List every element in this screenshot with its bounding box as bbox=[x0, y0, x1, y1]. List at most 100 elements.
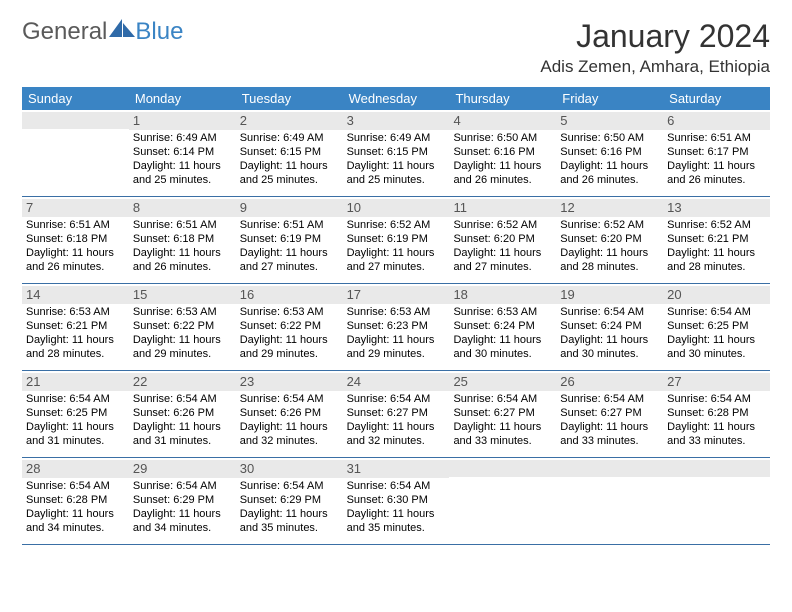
day-number: 13 bbox=[663, 199, 770, 217]
day-number: 28 bbox=[22, 460, 129, 478]
sunrise-line: Sunrise: 6:53 AM bbox=[240, 306, 339, 320]
sunset-line: Sunset: 6:16 PM bbox=[453, 146, 552, 160]
dow-monday: Monday bbox=[129, 87, 236, 110]
sunset-line: Sunset: 6:29 PM bbox=[133, 494, 232, 508]
daylight-line: Daylight: 11 hours and 27 minutes. bbox=[453, 247, 552, 275]
day-cell: 13Sunrise: 6:52 AMSunset: 6:21 PMDayligh… bbox=[663, 197, 770, 283]
daylight-line: Daylight: 11 hours and 27 minutes. bbox=[347, 247, 446, 275]
day-number: 31 bbox=[343, 460, 450, 478]
sunrise-line: Sunrise: 6:54 AM bbox=[26, 480, 125, 494]
sunset-line: Sunset: 6:24 PM bbox=[453, 320, 552, 334]
sunrise-line: Sunrise: 6:54 AM bbox=[133, 393, 232, 407]
page-subtitle: Adis Zemen, Amhara, Ethiopia bbox=[540, 57, 770, 77]
day-cell: 25Sunrise: 6:54 AMSunset: 6:27 PMDayligh… bbox=[449, 371, 556, 457]
daylight-line: Daylight: 11 hours and 28 minutes. bbox=[26, 334, 125, 362]
day-number: 5 bbox=[556, 112, 663, 130]
sunset-line: Sunset: 6:19 PM bbox=[240, 233, 339, 247]
sunrise-line: Sunrise: 6:52 AM bbox=[347, 219, 446, 233]
day-number: 9 bbox=[236, 199, 343, 217]
daylight-line: Daylight: 11 hours and 29 minutes. bbox=[347, 334, 446, 362]
day-number bbox=[22, 112, 129, 129]
sunset-line: Sunset: 6:15 PM bbox=[240, 146, 339, 160]
sunset-line: Sunset: 6:21 PM bbox=[26, 320, 125, 334]
sunset-line: Sunset: 6:17 PM bbox=[667, 146, 766, 160]
sunset-line: Sunset: 6:22 PM bbox=[240, 320, 339, 334]
day-number bbox=[663, 460, 770, 477]
weeks-container: 1Sunrise: 6:49 AMSunset: 6:14 PMDaylight… bbox=[22, 110, 770, 545]
header: General Blue January 2024 Adis Zemen, Am… bbox=[22, 18, 770, 77]
daylight-line: Daylight: 11 hours and 28 minutes. bbox=[560, 247, 659, 275]
day-cell: 7Sunrise: 6:51 AMSunset: 6:18 PMDaylight… bbox=[22, 197, 129, 283]
day-number bbox=[556, 460, 663, 477]
day-number: 2 bbox=[236, 112, 343, 130]
day-cell: 20 Sunrise: 6:54 AMSunset: 6:25 PMDayligh… bbox=[663, 284, 770, 370]
day-cell: 6Sunrise: 6:51 AMSunset: 6:17 PMDaylight… bbox=[663, 110, 770, 196]
sunset-line: Sunset: 6:26 PM bbox=[240, 407, 339, 421]
brand-logo: General Blue bbox=[22, 18, 183, 46]
day-cell: 9Sunrise: 6:51 AMSunset: 6:19 PMDaylight… bbox=[236, 197, 343, 283]
page-title: January 2024 bbox=[540, 18, 770, 55]
daylight-line: Daylight: 11 hours and 25 minutes. bbox=[133, 160, 232, 188]
sunset-line: Sunset: 6:27 PM bbox=[560, 407, 659, 421]
sunrise-line: Sunrise: 6:54 AM bbox=[133, 480, 232, 494]
day-cell: 2Sunrise: 6:49 AMSunset: 6:15 PMDaylight… bbox=[236, 110, 343, 196]
sunrise-line: Sunrise: 6:51 AM bbox=[26, 219, 125, 233]
sunrise-line: Sunrise: 6:54 AM bbox=[240, 480, 339, 494]
day-number: 4 bbox=[449, 112, 556, 130]
day-cell: 16Sunrise: 6:53 AMSunset: 6:22 PMDayligh… bbox=[236, 284, 343, 370]
day-number: 21 bbox=[22, 373, 129, 391]
daylight-line: Daylight: 11 hours and 29 minutes. bbox=[240, 334, 339, 362]
daylight-line: Daylight: 11 hours and 32 minutes. bbox=[347, 421, 446, 449]
daylight-line: Daylight: 11 hours and 31 minutes. bbox=[133, 421, 232, 449]
day-cell bbox=[22, 110, 129, 196]
calendar: Sunday Monday Tuesday Wednesday Thursday… bbox=[22, 87, 770, 545]
daylight-line: Daylight: 11 hours and 31 minutes. bbox=[26, 421, 125, 449]
sunset-line: Sunset: 6:22 PM bbox=[133, 320, 232, 334]
daylight-line: Daylight: 11 hours and 33 minutes. bbox=[560, 421, 659, 449]
day-number: 11 bbox=[449, 199, 556, 217]
brand-part2: Blue bbox=[135, 18, 183, 46]
dow-thursday: Thursday bbox=[449, 87, 556, 110]
sunrise-line: Sunrise: 6:54 AM bbox=[667, 306, 766, 320]
sunset-line: Sunset: 6:24 PM bbox=[560, 320, 659, 334]
daylight-line: Daylight: 11 hours and 34 minutes. bbox=[133, 508, 232, 536]
day-of-week-header: Sunday Monday Tuesday Wednesday Thursday… bbox=[22, 87, 770, 110]
daylight-line: Daylight: 11 hours and 30 minutes. bbox=[667, 334, 766, 362]
day-cell: 22Sunrise: 6:54 AMSunset: 6:26 PMDayligh… bbox=[129, 371, 236, 457]
day-cell: 21Sunrise: 6:54 AMSunset: 6:25 PMDayligh… bbox=[22, 371, 129, 457]
day-number: 17 bbox=[343, 286, 450, 304]
day-cell: 23Sunrise: 6:54 AMSunset: 6:26 PMDayligh… bbox=[236, 371, 343, 457]
daylight-line: Daylight: 11 hours and 26 minutes. bbox=[667, 160, 766, 188]
brand-part1: General bbox=[22, 18, 107, 46]
day-cell: 30Sunrise: 6:54 AMSunset: 6:29 PMDayligh… bbox=[236, 458, 343, 544]
day-cell: 28Sunrise: 6:54 AMSunset: 6:28 PMDayligh… bbox=[22, 458, 129, 544]
day-number: 26 bbox=[556, 373, 663, 391]
day-number: 30 bbox=[236, 460, 343, 478]
sunset-line: Sunset: 6:25 PM bbox=[667, 320, 766, 334]
sunrise-line: Sunrise: 6:50 AM bbox=[453, 132, 552, 146]
sunset-line: Sunset: 6:14 PM bbox=[133, 146, 232, 160]
day-number: 8 bbox=[129, 199, 236, 217]
dow-tuesday: Tuesday bbox=[236, 87, 343, 110]
sunset-line: Sunset: 6:20 PM bbox=[453, 233, 552, 247]
daylight-line: Daylight: 11 hours and 26 minutes. bbox=[133, 247, 232, 275]
sunrise-line: Sunrise: 6:54 AM bbox=[667, 393, 766, 407]
sunset-line: Sunset: 6:27 PM bbox=[453, 407, 552, 421]
sunrise-line: Sunrise: 6:54 AM bbox=[453, 393, 552, 407]
day-cell: 8Sunrise: 6:51 AMSunset: 6:18 PMDaylight… bbox=[129, 197, 236, 283]
day-number: 29 bbox=[129, 460, 236, 478]
sunrise-line: Sunrise: 6:51 AM bbox=[667, 132, 766, 146]
sunset-line: Sunset: 6:27 PM bbox=[347, 407, 446, 421]
sunrise-line: Sunrise: 6:50 AM bbox=[560, 132, 659, 146]
daylight-line: Daylight: 11 hours and 26 minutes. bbox=[26, 247, 125, 275]
day-number: 15 bbox=[129, 286, 236, 304]
day-cell: 24Sunrise: 6:54 AMSunset: 6:27 PMDayligh… bbox=[343, 371, 450, 457]
sunset-line: Sunset: 6:20 PM bbox=[560, 233, 659, 247]
sunrise-line: Sunrise: 6:54 AM bbox=[560, 306, 659, 320]
sunrise-line: Sunrise: 6:52 AM bbox=[453, 219, 552, 233]
sunrise-line: Sunrise: 6:49 AM bbox=[240, 132, 339, 146]
sunset-line: Sunset: 6:19 PM bbox=[347, 233, 446, 247]
sunrise-line: Sunrise: 6:52 AM bbox=[560, 219, 659, 233]
day-number: 3 bbox=[343, 112, 450, 130]
day-number: 20 bbox=[663, 286, 770, 304]
